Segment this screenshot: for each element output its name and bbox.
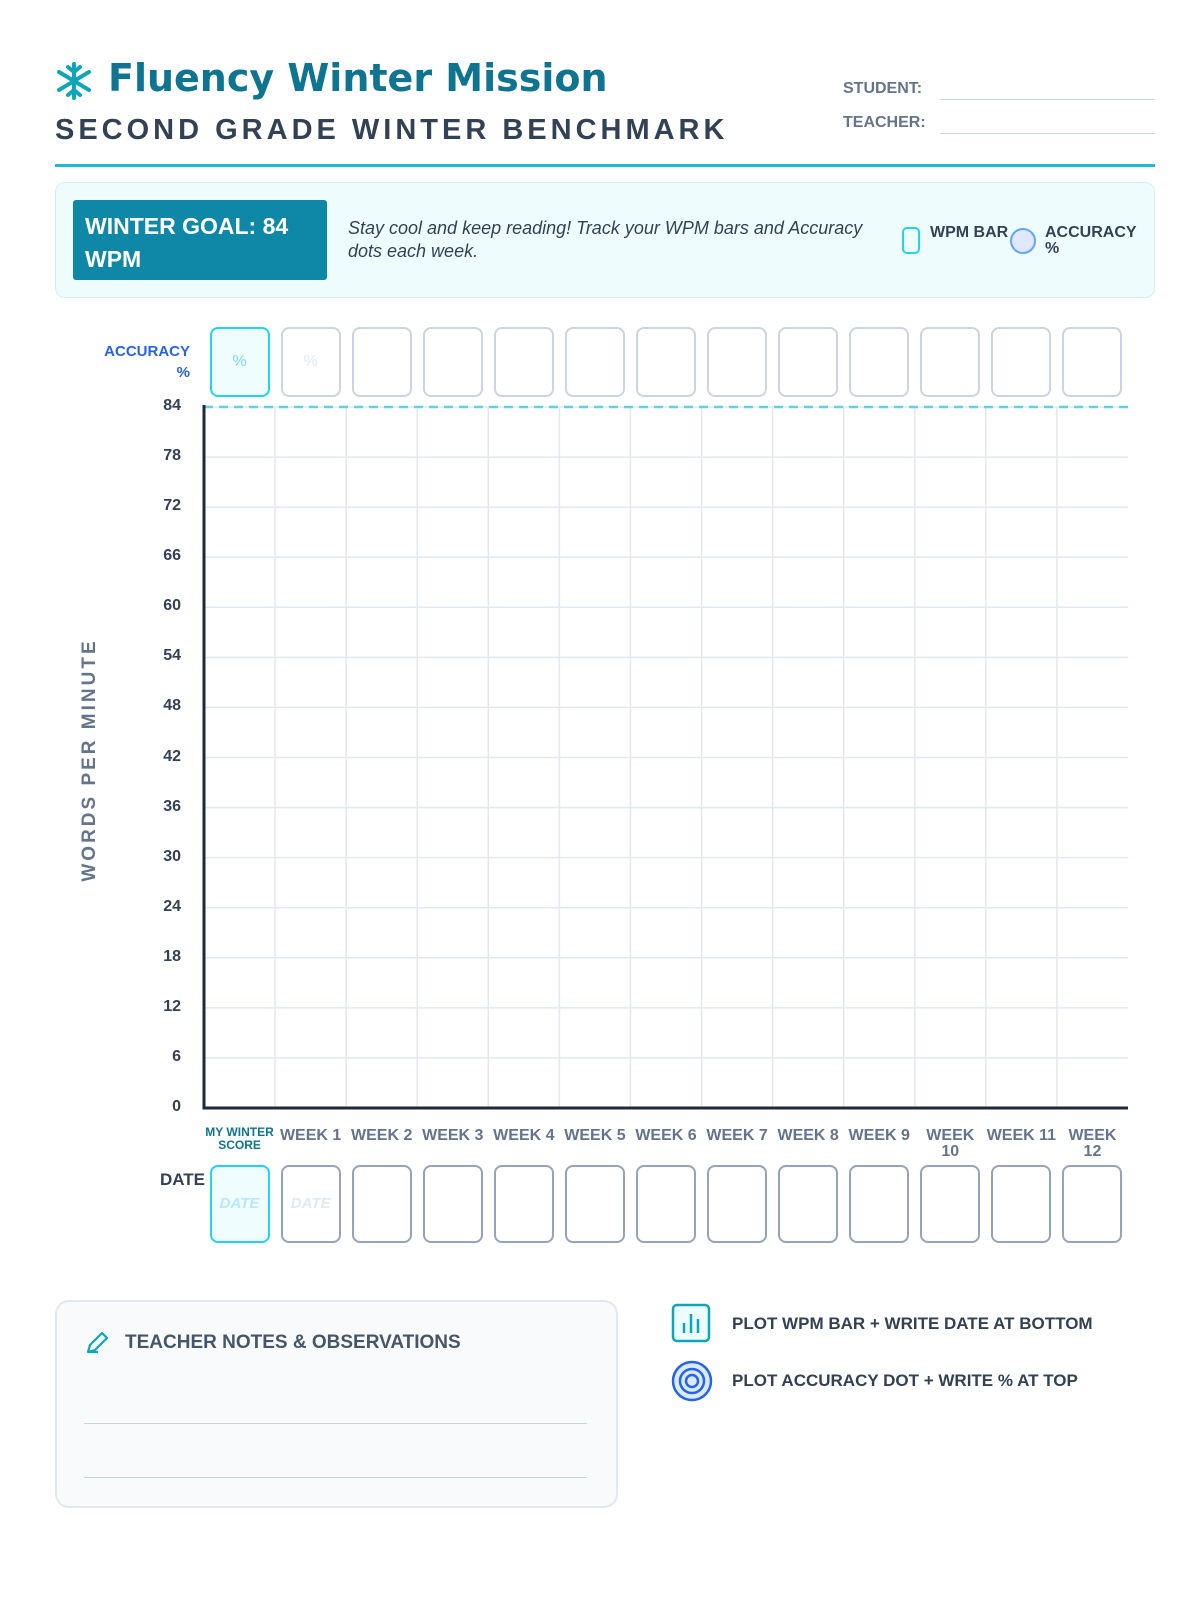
date-box <box>351 1165 412 1243</box>
student-label: STUDENT: <box>843 80 923 97</box>
date-box: DATE <box>280 1165 341 1243</box>
y-tick-label: 66 <box>163 547 181 565</box>
accuracy-box <box>778 327 839 397</box>
y-tick-label: 48 <box>163 697 181 715</box>
accuracy-box <box>351 327 412 397</box>
date-box <box>991 1165 1052 1243</box>
y-tick-label: 36 <box>163 797 181 815</box>
column-label: WEEK 12 <box>1068 1127 1117 1160</box>
column-label: WEEK 11 <box>986 1127 1057 1144</box>
accuracy-box <box>707 327 768 397</box>
accuracy-box <box>636 327 696 397</box>
accuracy-box <box>564 327 625 397</box>
instruction: PLOT WPM BAR + WRITE DATE AT BOTTOM <box>732 1314 1093 1333</box>
column-label: WEEK 9 <box>848 1127 910 1144</box>
notes-box <box>55 1300 618 1508</box>
y-tick-label: 84 <box>163 397 181 414</box>
accuracy-box: % <box>280 327 341 397</box>
accuracy-box <box>849 327 910 397</box>
column-label: WEEK 2 <box>351 1127 413 1144</box>
legend-item: ACCURACY % <box>1045 224 1137 257</box>
y-tick-label: 42 <box>163 747 181 765</box>
target-icon <box>671 1360 713 1402</box>
column-label: MY WINTER SCORE <box>205 1125 274 1152</box>
accuracy-box: % <box>209 327 270 397</box>
date-box <box>920 1165 981 1243</box>
accuracy-box <box>1062 327 1123 397</box>
column-label: WEEK 4 <box>493 1127 555 1144</box>
y-tick-label: 24 <box>163 897 181 915</box>
instruction: PLOT ACCURACY DOT + WRITE % AT TOP <box>732 1371 1078 1390</box>
notes-line <box>84 1423 587 1424</box>
y-tick-label: 60 <box>163 597 181 615</box>
accuracy-label: ACCURACY % <box>104 343 190 381</box>
date-box <box>849 1165 910 1243</box>
student-line <box>940 99 1155 100</box>
column-label: WEEK 6 <box>635 1127 697 1144</box>
date-box <box>564 1165 625 1243</box>
column-label: WEEK 1 <box>279 1127 342 1144</box>
column-label: WEEK 10 <box>926 1127 975 1160</box>
y-tick-label: 78 <box>163 447 181 465</box>
wpm-legend-icon <box>902 227 920 254</box>
y-tick-label: 30 <box>163 847 181 865</box>
date-box <box>493 1165 554 1243</box>
y-tick-label: 6 <box>172 1047 181 1065</box>
legend-item: WPM BAR <box>930 224 1009 241</box>
pencil-icon <box>86 1331 109 1354</box>
date-box: DATE <box>209 1165 270 1243</box>
title: Fluency Winter Mission <box>108 56 608 100</box>
accuracy-box <box>920 327 981 397</box>
notes-line <box>84 1477 587 1478</box>
date-box <box>778 1165 839 1243</box>
y-tick-label: 54 <box>163 647 181 665</box>
accuracy-box <box>493 327 554 397</box>
date-box <box>707 1165 768 1243</box>
column-label: WEEK 5 <box>564 1127 626 1144</box>
teacher-line <box>940 133 1155 134</box>
y-tick-label: 18 <box>163 947 181 965</box>
header-rule <box>55 164 1155 167</box>
y-tick-label: 72 <box>163 497 181 515</box>
notes-title: TEACHER NOTES & OBSERVATIONS <box>125 1332 461 1353</box>
column-label: WEEK 7 <box>706 1127 768 1144</box>
date-box <box>422 1165 483 1243</box>
accuracy-legend-icon <box>1010 228 1036 254</box>
column-label: WEEK 3 <box>422 1127 484 1144</box>
y-tick-label: 0 <box>172 1098 181 1115</box>
accuracy-box <box>422 327 483 397</box>
date-box <box>636 1165 696 1243</box>
snowflake-icon <box>57 62 91 100</box>
y-tick-label: 12 <box>163 997 181 1015</box>
message: Stay cool and keep reading! Track your W… <box>348 218 863 261</box>
chart-grid <box>202 405 1128 1110</box>
date-label: DATE <box>160 1170 206 1189</box>
bar-icon <box>671 1303 711 1343</box>
accuracy-box <box>991 327 1052 397</box>
subtitle: SECOND GRADE WINTER BENCHMARK <box>55 114 729 146</box>
date-box <box>1062 1165 1123 1243</box>
goal-badge: WINTER GOAL: 84 WPM <box>73 200 327 280</box>
column-label: WEEK 8 <box>777 1127 839 1144</box>
teacher-label: TEACHER: <box>843 114 926 131</box>
